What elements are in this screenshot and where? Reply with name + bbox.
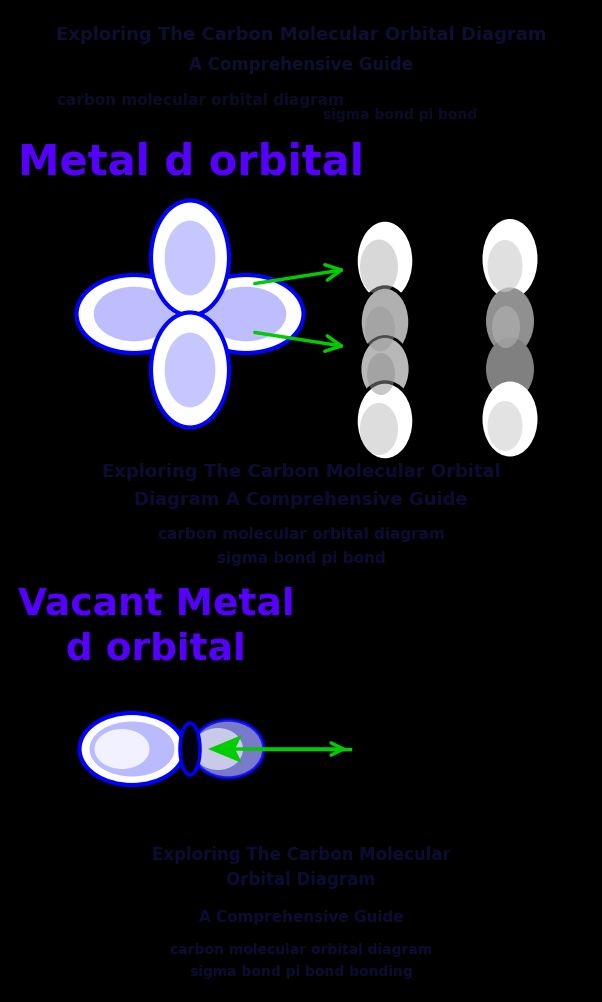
Text: Exploring The Carbon Molecular Orbital Diagram: Exploring The Carbon Molecular Orbital D…: [56, 26, 546, 44]
Ellipse shape: [165, 334, 216, 408]
Ellipse shape: [488, 402, 523, 452]
Text: A Comprehensive Guide: A Comprehensive Guide: [189, 56, 413, 74]
Ellipse shape: [76, 276, 191, 354]
Ellipse shape: [482, 382, 538, 457]
Text: carbon molecular orbital diagram: carbon molecular orbital diagram: [158, 527, 444, 542]
Ellipse shape: [492, 307, 520, 349]
Ellipse shape: [188, 276, 303, 354]
Text: Vacant Metal
d orbital: Vacant Metal d orbital: [18, 586, 294, 666]
Ellipse shape: [90, 721, 175, 777]
Text: carbon molecular orbital diagram: carbon molecular orbital diagram: [170, 942, 432, 956]
Text: sigma bond pi bond bonding: sigma bond pi bond bonding: [190, 964, 412, 978]
Ellipse shape: [356, 220, 414, 303]
Text: sigma bond pi bond: sigma bond pi bond: [217, 550, 385, 565]
Ellipse shape: [94, 288, 174, 342]
Ellipse shape: [95, 729, 149, 770]
Ellipse shape: [486, 289, 534, 355]
Ellipse shape: [165, 221, 216, 296]
Ellipse shape: [360, 337, 410, 402]
Ellipse shape: [356, 383, 414, 461]
Text: Diagram A Comprehensive Guide: Diagram A Comprehensive Guide: [134, 491, 468, 508]
Ellipse shape: [151, 201, 229, 317]
Text: sigma bond pi bond: sigma bond pi bond: [323, 108, 477, 122]
Ellipse shape: [488, 240, 523, 293]
Ellipse shape: [360, 404, 398, 456]
Ellipse shape: [486, 338, 534, 401]
Ellipse shape: [192, 720, 264, 779]
Text: carbon molecular orbital diagram: carbon molecular orbital diagram: [57, 92, 343, 107]
Ellipse shape: [360, 288, 410, 358]
Text: A Comprehensive Guide: A Comprehensive Guide: [199, 910, 403, 925]
Ellipse shape: [193, 728, 243, 771]
Ellipse shape: [206, 288, 286, 342]
Text: Metal d orbital: Metal d orbital: [18, 141, 364, 182]
Ellipse shape: [79, 713, 184, 786]
Ellipse shape: [365, 308, 395, 352]
Text: Orbital Diagram: Orbital Diagram: [226, 870, 376, 888]
Ellipse shape: [367, 354, 395, 396]
Ellipse shape: [151, 314, 229, 428]
Polygon shape: [208, 735, 242, 764]
Text: Exploring The Carbon Molecular Orbital: Exploring The Carbon Molecular Orbital: [102, 463, 500, 481]
Ellipse shape: [482, 219, 538, 300]
Ellipse shape: [360, 240, 398, 296]
Ellipse shape: [180, 723, 200, 776]
Text: Exploring The Carbon Molecular: Exploring The Carbon Molecular: [152, 845, 450, 863]
